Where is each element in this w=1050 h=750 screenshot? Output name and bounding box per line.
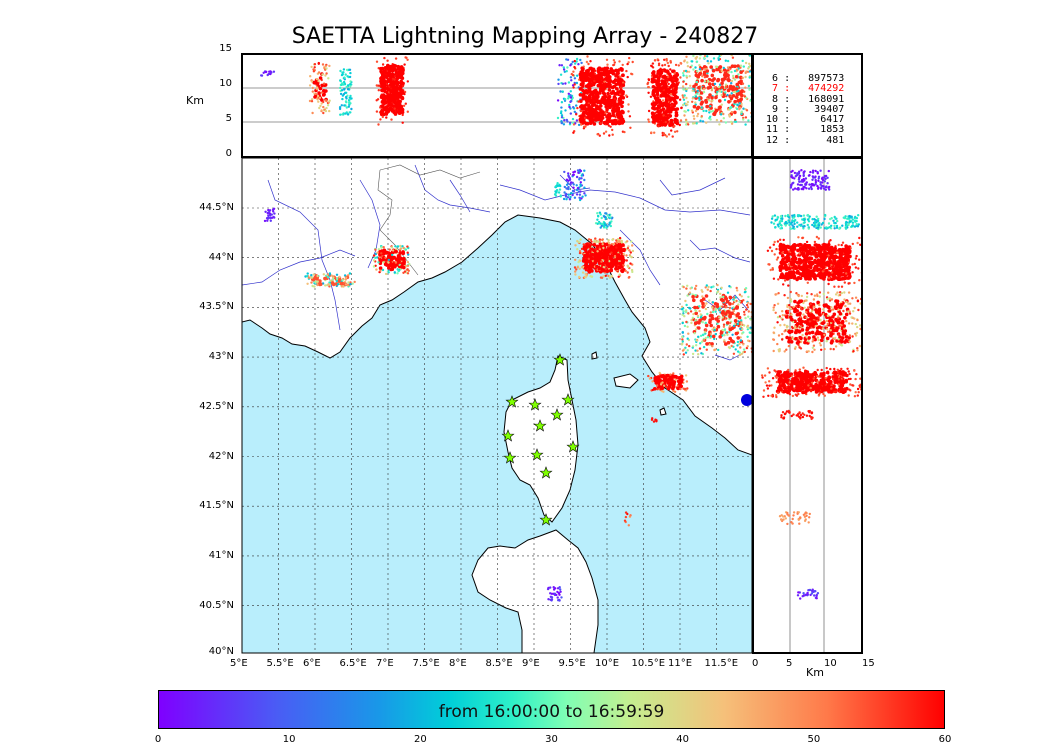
station-star-icon: [561, 393, 575, 406]
top-ytick: 10: [219, 78, 232, 89]
lat-tick-label: 43.5°N: [199, 301, 234, 313]
station-star-icon: [539, 513, 553, 526]
station-star-icon: [533, 419, 547, 432]
lon-tick-label: 9.5°E: [558, 658, 586, 669]
stats-frame: [752, 53, 863, 158]
lon-tick-label: 5.5°E: [266, 658, 294, 669]
map-panel: [242, 158, 752, 653]
lat-tick-label: 43°N: [208, 351, 234, 363]
colorbar-tick: 30: [545, 734, 558, 745]
corsica: [503, 355, 579, 523]
elba-island: [613, 373, 639, 389]
lat-tick-label: 44.5°N: [199, 202, 234, 213]
right-frame: [752, 157, 863, 654]
station-star-icon: [553, 353, 567, 366]
time-colorbar: [158, 690, 945, 729]
station-star-icon: [503, 451, 517, 464]
right-xtick: 15: [862, 658, 875, 669]
top-ytick: 15: [219, 43, 232, 54]
station-star-icon: [530, 448, 544, 461]
mainland: [242, 158, 752, 456]
lon-tick-label: 10.5°E: [631, 658, 666, 669]
lon-tick-label: 9°E: [522, 658, 540, 669]
colorbar-tick: 0: [154, 734, 162, 745]
colorbar-label: from 16:00:00 to 16:59:59: [438, 702, 665, 722]
stat-row: 9 : 39407: [760, 103, 845, 115]
lon-tick-label: 10°E: [595, 658, 620, 669]
lon-tick-label: 7°E: [376, 658, 394, 669]
station-star-icon: [528, 398, 542, 411]
stat-row: 12 : 481: [760, 134, 845, 146]
station-star-icon: [566, 440, 580, 453]
lat-tick-label: 40°N: [208, 646, 234, 657]
lat-tick-label: 41°N: [208, 549, 234, 561]
lon-tick-label: 6°E: [303, 658, 321, 669]
giglio-island: [659, 407, 667, 416]
lon-tick-label: 6.5°E: [339, 658, 367, 669]
colorbar-tick: 10: [282, 734, 296, 745]
right-xtick: 10: [824, 658, 837, 669]
lon-tick-label: 7.5°E: [412, 658, 440, 669]
stat-row: 6 : 897573: [760, 73, 845, 84]
altitude-lon-panel: [242, 54, 752, 138]
station-star-icon: [539, 466, 553, 479]
lat-tick-label: 42.5°N: [199, 400, 234, 412]
lon-tick-label: 5°E: [230, 658, 248, 669]
lon-tick-label: 11.5°E: [704, 658, 739, 669]
stat-row: 10 : 6417: [760, 114, 845, 126]
station-star-icon: [501, 429, 515, 442]
colorbar-tick: 20: [413, 734, 427, 745]
station-star-icon: [550, 408, 564, 421]
lon-tick-label: 11°E: [668, 658, 693, 669]
lat-tick-label: 42°N: [208, 450, 234, 462]
lat-tick-label: 41.5°N: [199, 500, 234, 512]
lat-tick-label: 44°N: [208, 251, 234, 263]
lon-tick-label: 8°E: [449, 658, 467, 669]
right-xtick: 0: [752, 658, 759, 669]
stat-row: 7 : 474292: [760, 83, 845, 95]
altitude-lat-panel: [760, 158, 861, 653]
lake-marker: [741, 394, 752, 406]
right-panel-xlabel: Km: [806, 666, 824, 679]
right-xtick: 5: [786, 658, 793, 669]
colorbar-tick: 50: [807, 734, 821, 745]
source-count-table: 6 : 897573 7 : 474292 8 : 168091 9 : 394…: [760, 73, 845, 146]
lon-tick-label: 8.5°E: [485, 658, 513, 669]
stat-row: 11 : 1853: [760, 124, 845, 136]
lat-tick-label: 40.5°N: [199, 599, 234, 611]
stat-row: 8 : 168091: [760, 93, 845, 105]
colorbar-tick: 60: [938, 734, 952, 745]
station-star-icon: [505, 395, 519, 408]
top-ytick: 5: [225, 113, 232, 124]
top-panel-ylabel: Km: [186, 94, 204, 107]
top-ytick: 0: [225, 148, 232, 159]
chart-title: SAETTA Lightning Mapping Array - 240827: [291, 24, 759, 49]
sardinia: [471, 529, 599, 653]
colorbar-tick: 40: [676, 734, 690, 745]
